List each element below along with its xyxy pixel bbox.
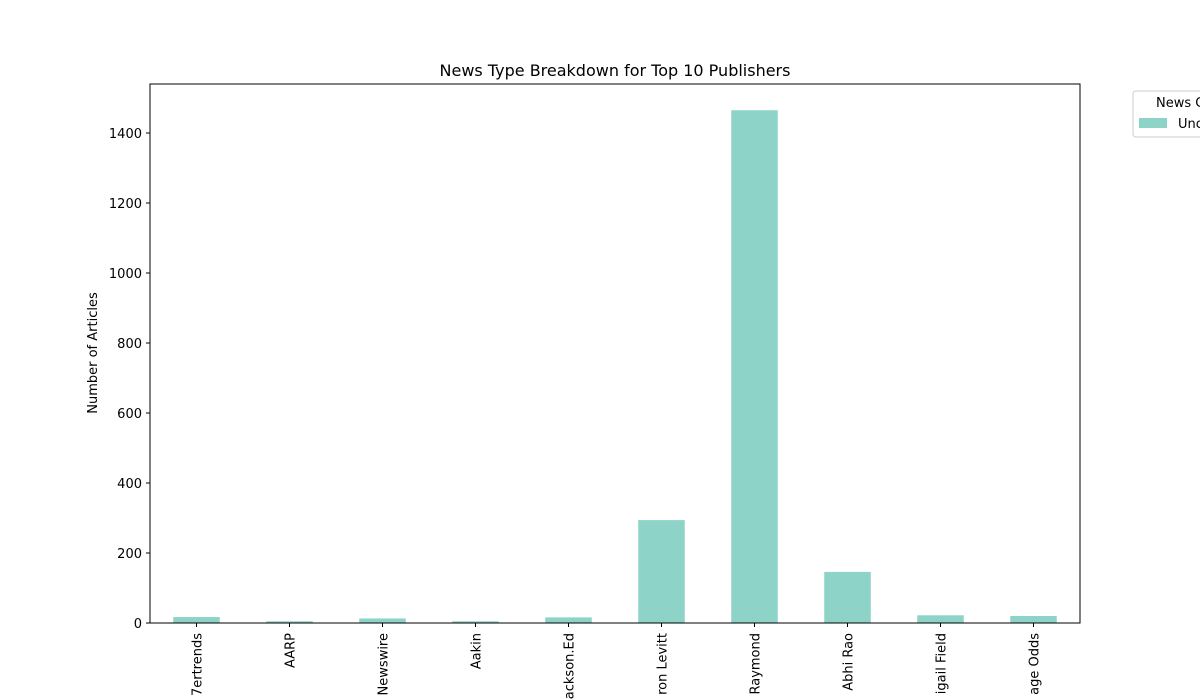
bar-aakin	[452, 621, 499, 623]
legend-entry-label: Unc	[1178, 117, 1200, 132]
plot-frame	[149, 83, 1081, 624]
y-tick-label: 1000	[109, 267, 142, 282]
bar-abhi-rao	[824, 571, 871, 623]
chart-title: News Type Breakdown for Top 10 Publisher…	[440, 61, 791, 80]
y-tick-label: 200	[117, 547, 142, 562]
x-tick-label: igail Field	[935, 633, 950, 694]
bar-age-odds	[1010, 616, 1057, 623]
x-tick-label: Aakin	[470, 633, 485, 669]
legend-title: News C	[1156, 96, 1200, 111]
legend-swatch	[1139, 118, 1167, 128]
bar-aarp	[266, 621, 313, 623]
x-tick-label: Raymond	[749, 633, 764, 695]
y-tick-label: 800	[117, 337, 142, 352]
bar-7ertrends	[173, 617, 220, 623]
y-tick-label: 400	[117, 477, 142, 492]
y-tick-label: 1200	[109, 197, 142, 212]
x-tick-label: ackson.Ed	[563, 633, 578, 699]
y-tick-label: 1400	[109, 127, 142, 142]
y-axis-ticks: 0 200 400 600 800 1000 1200 1400	[109, 127, 150, 632]
bar-ron-levitt	[638, 520, 685, 623]
legend: News C Unc	[1132, 90, 1200, 138]
x-tick-label: Newswire	[377, 633, 392, 695]
bar-raymond	[731, 110, 778, 623]
bar-igail-field	[917, 615, 964, 623]
x-tick-label: AARP	[284, 633, 299, 668]
x-tick-label: 7ertrends	[191, 633, 206, 696]
x-axis-ticks: 7ertrends AARP Newswire Aakin ackson.Ed ron L…	[191, 623, 1043, 699]
y-tick-label: 600	[117, 407, 142, 422]
y-axis-label: Number of Articles	[86, 292, 101, 414]
bar-ackson-ed	[545, 617, 592, 623]
x-tick-label: age Odds	[1028, 633, 1043, 695]
y-tick-label: 0	[134, 617, 142, 632]
x-tick-label: ron Levitt	[656, 633, 671, 695]
x-tick-label: Abhi Rao	[842, 633, 857, 691]
bars-group	[173, 110, 1057, 623]
bar-newswire	[359, 618, 406, 623]
